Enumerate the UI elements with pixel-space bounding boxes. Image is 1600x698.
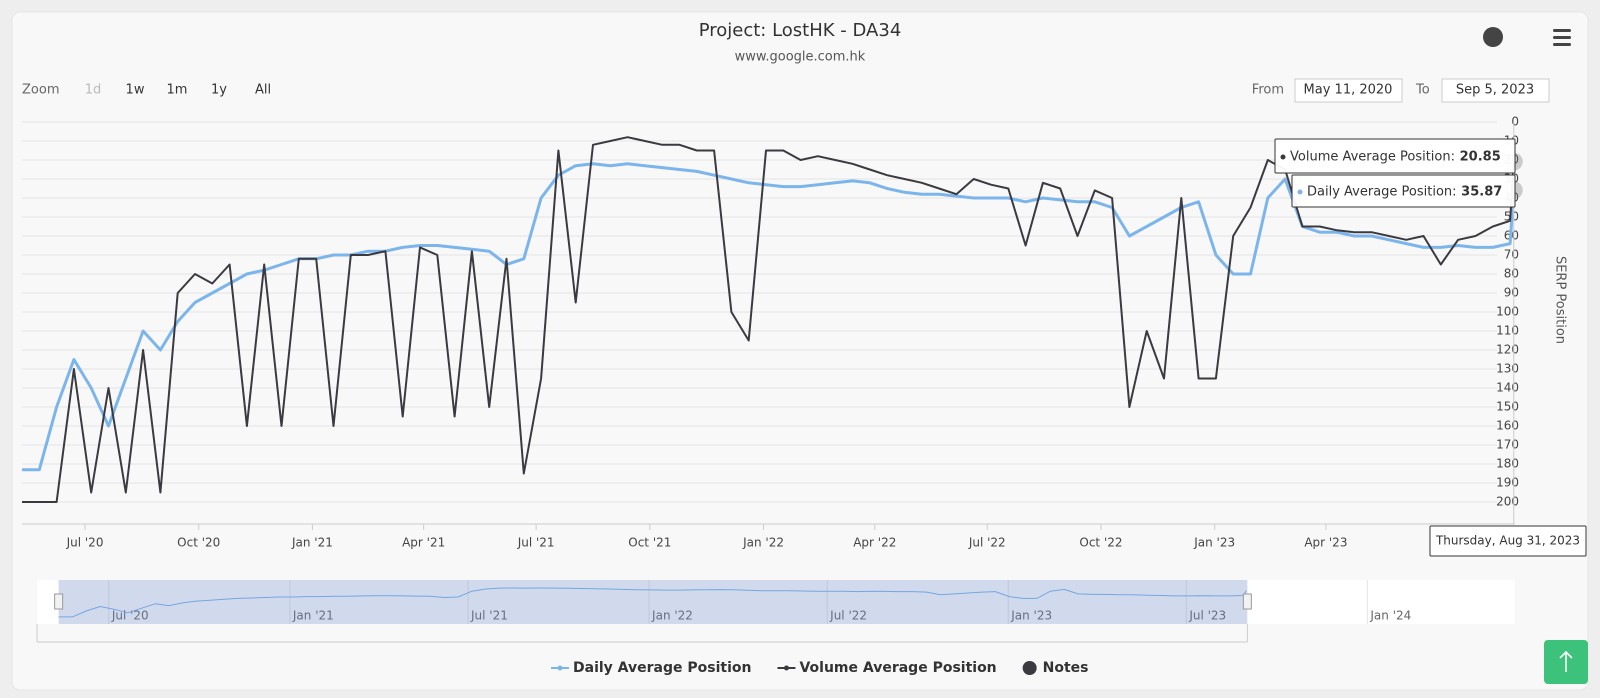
navigator-handle[interactable] [1242, 593, 1252, 610]
y-tick-label: 100 [1496, 305, 1519, 319]
navigator-tick-label: Jan '24 [1369, 609, 1411, 623]
navigator-outline [36, 624, 1248, 643]
x-tick-label: Jul '22 [968, 536, 1006, 550]
zoom-button-label: All [255, 83, 271, 98]
x-tick-label: Jul '20 [66, 536, 104, 550]
x-tick-label: Apr '23 [1304, 536, 1347, 550]
chart-subtitle: www.google.com.hk [735, 50, 866, 65]
navigator-handle[interactable] [54, 593, 64, 610]
navigator-tick-label: Jul '23 [1188, 609, 1226, 623]
y-axis-title: SERP Position [1553, 256, 1568, 344]
navigator-bg [37, 580, 1515, 624]
tooltip-value: 35.87 [1461, 185, 1502, 200]
menu-bar [1553, 43, 1571, 46]
x-tick-label: Oct '21 [628, 536, 671, 550]
navigator-tick-label: Jul '20 [111, 609, 149, 623]
zoom-button-label: 1w [126, 83, 145, 98]
y-tick-label: 90 [1504, 286, 1519, 300]
y-tick-label: 160 [1496, 419, 1519, 433]
navigator-line [58, 587, 1247, 618]
zoom-label: Zoom [22, 83, 59, 98]
legend: Daily Average Position Volume Average Pos… [551, 660, 1089, 676]
arrow-icon [1559, 650, 1573, 672]
legend-symbol [557, 665, 563, 671]
navigator-tick-label: Jul '22 [829, 609, 867, 623]
legend-symbol [783, 665, 789, 671]
legend-label[interactable]: Daily Average Position [573, 660, 751, 676]
tooltip-dot [1297, 189, 1303, 195]
zoom-button-label: 1d [85, 83, 102, 98]
card [11, 11, 1589, 691]
y-tick-label: 130 [1496, 362, 1519, 376]
from-input[interactable] [1294, 78, 1403, 103]
menu-bar [1553, 36, 1571, 39]
menu-bar [1553, 29, 1571, 32]
legend-label[interactable]: Notes [1043, 660, 1089, 676]
navigator-tick-label: Jan '23 [1010, 609, 1052, 623]
legend-symbol [1022, 661, 1037, 675]
navigator: Jul '20 Jan '21 Jul '21 Jan '22 Jul '22 Jan '… [36, 580, 1515, 643]
date-label: Thursday, Aug 31, 2023 [1435, 534, 1580, 548]
y-tick-label: 170 [1496, 438, 1519, 452]
to-input[interactable] [1441, 78, 1550, 103]
to-value: Sep 5, 2023 [1456, 83, 1534, 98]
zoom-buttons: 1d 1w 1m 1y All [85, 83, 271, 98]
zoom-button-label: 1y [211, 83, 227, 98]
date-label-box [1429, 525, 1587, 557]
navigator-tick-label: Jan '21 [292, 609, 334, 623]
y-tick-label: 200 [1496, 495, 1519, 509]
x-tick-label: Jan '22 [742, 536, 784, 550]
tooltip-colon: : [1452, 185, 1456, 200]
y-tick-label: 120 [1496, 343, 1519, 357]
y-tick-label: 70 [1504, 248, 1519, 262]
tooltip-box [1291, 174, 1516, 208]
navigator-tick-label: Jul '21 [470, 609, 508, 623]
y-tick-label: 180 [1496, 457, 1519, 471]
x-tick-label: Jan '21 [291, 536, 333, 550]
tooltip-name: Daily Average Position [1307, 185, 1452, 200]
tooltip-box [1274, 138, 1516, 174]
y-tick-label: 190 [1496, 476, 1519, 490]
zoom-button-label: 1m [167, 83, 188, 98]
tooltip-colon: : [1451, 150, 1455, 165]
navigator-selection [58, 580, 1248, 624]
y-tick-label: 110 [1496, 324, 1519, 338]
x-tick-label: Oct '22 [1079, 536, 1122, 550]
from-value: May 11, 2020 [1304, 83, 1393, 98]
tooltip-dot [1280, 154, 1286, 160]
y-tick-label: 80 [1504, 267, 1519, 281]
y-tick-label: 150 [1496, 400, 1519, 414]
chart-title: Project: LostHK - DA34 [699, 20, 902, 41]
tooltip-name: Volume Average Position [1290, 150, 1451, 165]
tooltip: Volume Average Position: 20.85 Daily Aver… [1274, 122, 1587, 557]
x-tick-label: Apr '21 [402, 536, 445, 550]
series-line [22, 162, 1516, 472]
to-label: To [1415, 83, 1430, 98]
tooltip-value: 20.85 [1460, 150, 1501, 165]
y-tick-label: 140 [1496, 381, 1519, 395]
x-tick-label: Oct '20 [177, 536, 220, 550]
legend-label[interactable]: Volume Average Position [799, 660, 996, 676]
notes-button[interactable] [1483, 27, 1503, 47]
x-tick-label: Jan '23 [1193, 536, 1235, 550]
from-label: From [1252, 83, 1284, 98]
navigator-tick-label: Jan '22 [651, 609, 693, 623]
menu-button[interactable] [1553, 29, 1571, 46]
x-tick-label: Jul '21 [517, 536, 555, 550]
x-tick-label: Apr '22 [853, 536, 896, 550]
y-tick-label: 0 [1511, 115, 1519, 129]
